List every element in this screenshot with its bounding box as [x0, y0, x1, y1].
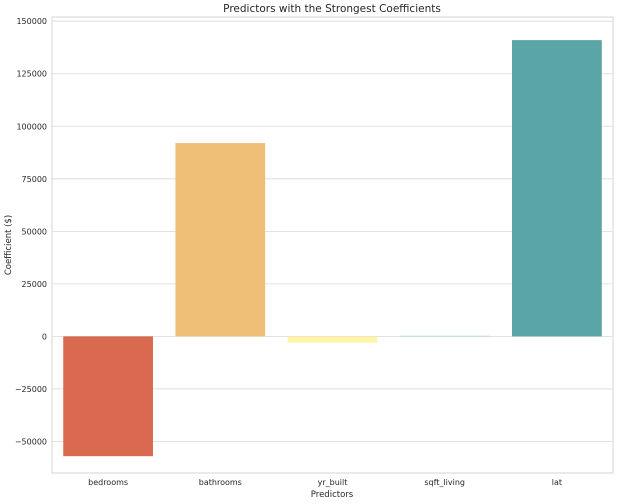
- y-tick-label: 125000: [16, 70, 47, 79]
- bar-lat: [512, 40, 602, 337]
- x-tick-label: yr_built: [318, 478, 348, 487]
- y-tick-label: 75000: [22, 175, 47, 184]
- bars: [63, 40, 602, 457]
- x-axis-title: Predictors: [311, 490, 354, 500]
- y-tick-labels: −50000 −25000 0 25000 50000 75000 100000 125000…: [15, 17, 47, 446]
- chart-title: Predictors with the Strongest Coefficien…: [223, 3, 441, 15]
- bar-bedrooms: [63, 336, 153, 457]
- bar-bathrooms: [175, 143, 266, 337]
- x-tick-labels: bedrooms bathrooms yr_built sqft_living lat: [88, 478, 562, 487]
- y-tick-label: 150000: [16, 17, 47, 26]
- bar-sqft-living: [399, 335, 490, 337]
- x-tick-label: lat: [552, 478, 562, 487]
- y-tick-label: 25000: [22, 280, 47, 289]
- y-tick-label: 100000: [16, 122, 47, 131]
- x-tick-label: bathrooms: [199, 478, 242, 487]
- y-tick-label: 0: [42, 332, 47, 341]
- y-tick-label: 50000: [22, 227, 47, 236]
- bar-yr-built: [287, 336, 378, 343]
- x-tick-label: sqft_living: [424, 478, 465, 487]
- y-tick-label: −25000: [15, 385, 47, 394]
- y-axis-title: Coefficient ($): [4, 215, 14, 275]
- y-tick-label: −50000: [15, 437, 47, 446]
- x-tick-label: bedrooms: [88, 478, 128, 487]
